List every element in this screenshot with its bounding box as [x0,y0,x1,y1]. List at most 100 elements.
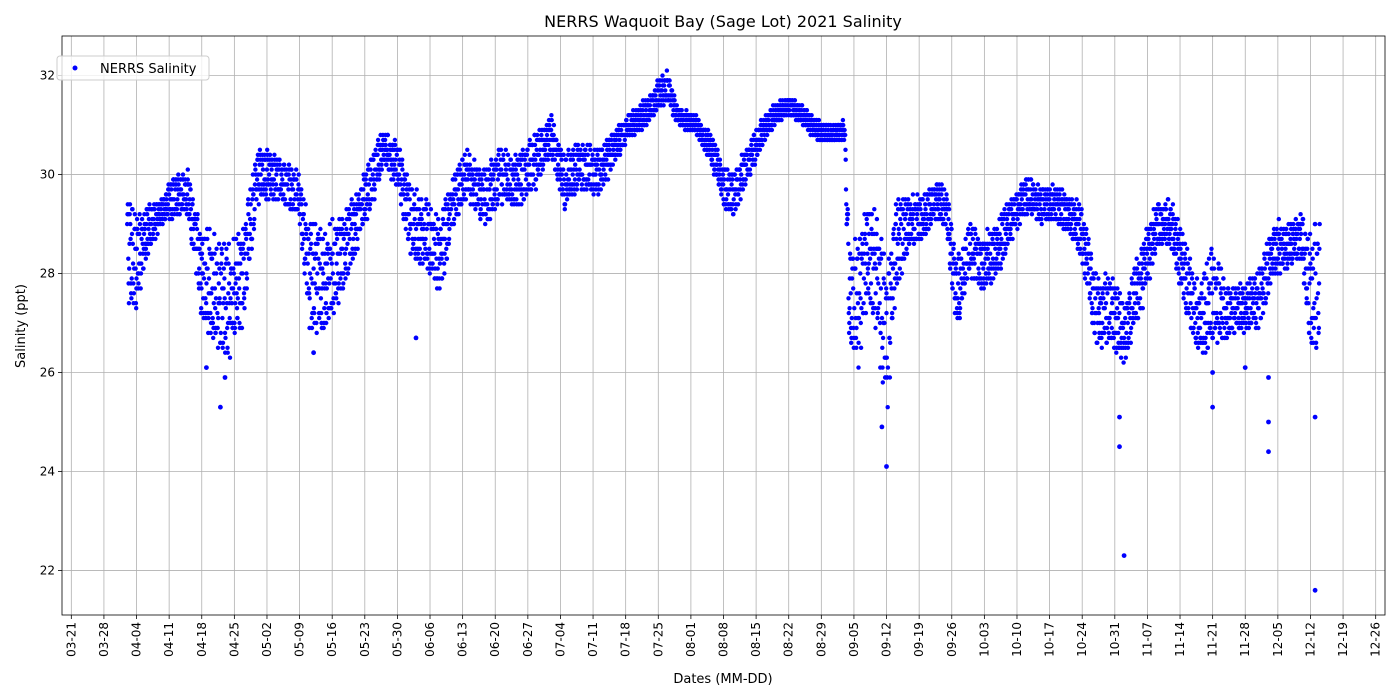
salinity-point [1253,320,1259,326]
salinity-point [1206,256,1212,261]
salinity-point [953,261,959,266]
salinity-point [843,147,848,152]
salinity-point [1187,266,1192,271]
salinity-point [1078,246,1083,251]
salinity-point [880,365,885,370]
salinity-point [235,315,240,321]
salinity-point [146,226,151,232]
salinity-point [1249,291,1255,296]
salinity-point [324,286,329,291]
salinity-point [622,137,627,143]
salinity-point [503,167,509,172]
salinity-point [1195,315,1200,321]
salinity-point [1316,281,1322,286]
salinity-point [265,147,270,152]
salinity-point [138,271,144,276]
salinity-point [955,296,960,301]
salinity-point [1263,301,1268,306]
salinity-point [925,197,930,202]
salinity-point [888,281,893,286]
salinity-point [409,187,415,192]
salinity-outlier-point [1266,419,1271,425]
salinity-point [266,197,271,202]
salinity-point [966,251,971,256]
salinity-point [363,177,368,182]
salinity-point [513,152,518,157]
salinity-point [1073,231,1079,237]
salinity-point [1240,301,1245,306]
salinity-point [1316,330,1321,336]
salinity-point [221,286,226,291]
salinity-point [460,157,465,162]
salinity-point [160,221,165,227]
salinity-point [1021,187,1026,192]
salinity-point [1190,330,1196,336]
salinity-point [443,197,448,202]
salinity-point [605,177,611,182]
salinity-point [853,266,858,271]
salinity-point [397,147,403,152]
salinity-point [1037,202,1042,207]
salinity-point [1259,281,1264,286]
salinity-point [1152,246,1158,251]
salinity-point [491,177,496,182]
salinity-point [840,117,846,123]
salinity-point [1001,216,1007,222]
salinity-point [584,187,589,192]
salinity-point [387,152,392,157]
salinity-point [417,207,422,212]
salinity-point [204,301,209,306]
salinity-point [1129,276,1134,281]
salinity-point [1250,301,1256,306]
salinity-point [1214,310,1220,316]
salinity-point [906,221,911,227]
salinity-point [981,276,986,281]
salinity-point [1106,330,1112,336]
salinity-point [1071,202,1077,207]
salinity-point [580,172,585,177]
salinity-point [523,177,529,182]
salinity-point [240,246,245,251]
salinity-point [1317,246,1322,251]
salinity-point [532,152,537,157]
salinity-point [942,187,947,192]
salinity-point [1141,251,1146,256]
salinity-point [640,108,645,113]
salinity-point [1279,246,1285,251]
salinity-point [855,256,860,261]
salinity-point [305,261,310,266]
salinity-point [1260,286,1265,291]
salinity-point [251,226,257,232]
salinity-point [672,93,677,98]
salinity-point [242,306,247,311]
salinity-point [1301,256,1306,261]
salinity-point [873,325,878,331]
salinity-point [1227,330,1232,336]
salinity-point [614,137,619,143]
salinity-point [1224,306,1229,311]
salinity-point [527,162,532,167]
salinity-point [719,192,724,197]
salinity-point [1082,276,1088,281]
salinity-point [1089,310,1095,316]
salinity-point [951,241,956,246]
salinity-point [145,212,150,217]
salinity-point [1006,212,1011,217]
salinity-point [1292,241,1298,246]
salinity-point [490,202,496,207]
salinity-point [1229,310,1234,316]
salinity-point [1112,310,1117,316]
salinity-point [574,182,580,187]
salinity-point [1208,320,1213,326]
salinity-point [301,236,307,242]
salinity-point [362,212,367,217]
salinity-point [139,236,144,242]
salinity-point [730,177,735,182]
salinity-point [178,187,184,192]
salinity-point [289,167,294,172]
salinity-point [486,177,491,182]
salinity-point [1313,221,1318,227]
x-tick-label: 12-12 [1303,622,1317,657]
salinity-point [1307,231,1313,237]
salinity-point [603,172,608,177]
